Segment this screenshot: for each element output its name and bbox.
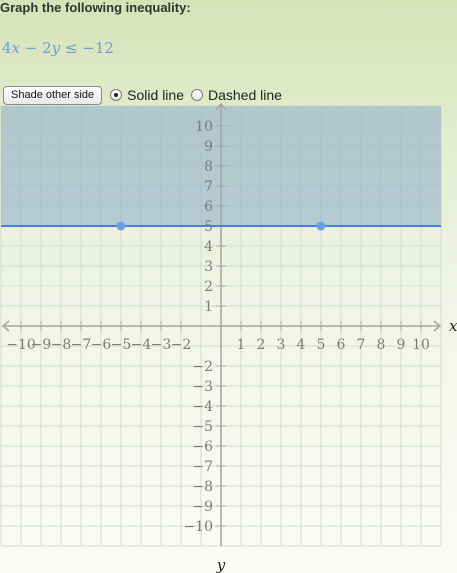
x-tick-label: 3 (277, 337, 286, 353)
variable-x: x (11, 39, 21, 57)
x-tick-label: −3 (151, 337, 172, 353)
x-tick-label: 5 (317, 337, 326, 353)
y-tick-label: 9 (204, 139, 213, 155)
x-tick-label: −7 (71, 337, 92, 353)
dashed-line-label: Dashed line (208, 87, 282, 103)
y-tick-label: 7 (204, 179, 213, 195)
variable-y: y (51, 39, 61, 57)
y-axis-arrow-up (215, 102, 227, 111)
y-tick-label: −2 (192, 359, 213, 375)
x-tick-label: −6 (91, 337, 112, 353)
operator-relation: ≤ (60, 39, 83, 57)
x-tick-label: −5 (111, 337, 132, 353)
x-tick-label: 1 (237, 337, 246, 353)
operator-minus: − (20, 39, 43, 57)
coefficient-x: 4 (2, 39, 12, 57)
dashed-line-radio[interactable] (191, 89, 203, 101)
y-tick-label: −4 (192, 399, 213, 415)
x-tick-label: −4 (131, 337, 152, 353)
solid-line-label: Solid line (127, 87, 184, 103)
coefficient-y: 2 (42, 39, 52, 57)
y-tick-label: 4 (204, 239, 213, 255)
y-tick-label: 2 (204, 279, 213, 295)
y-tick-label: 6 (204, 199, 213, 215)
y-tick-label: −3 (192, 379, 213, 395)
x-tick-label: 9 (397, 337, 406, 353)
prompt-heading: Graph the following inequality: (0, 0, 191, 15)
x-tick-label: −2 (171, 337, 192, 353)
x-tick-label: 10 (412, 337, 430, 353)
y-tick-label: 8 (204, 159, 213, 175)
solid-line-radio[interactable] (110, 89, 123, 101)
y-tick-label: −6 (192, 439, 213, 455)
y-tick-label: 1 (204, 299, 213, 315)
y-tick-label: −7 (192, 459, 213, 475)
y-tick-label: −10 (183, 519, 213, 535)
shade-other-side-button[interactable]: Shade other side (3, 85, 103, 105)
x-tick-label: 4 (297, 337, 306, 353)
solid-line-option[interactable]: Solid line (110, 87, 184, 103)
y-tick-label: −5 (192, 419, 213, 435)
right-hand-side: −12 (82, 39, 114, 57)
x-axis-arrow-left (1, 320, 10, 332)
y-tick-label: −9 (192, 499, 213, 515)
x-tick-label: −8 (51, 337, 72, 353)
x-axis-label: x (449, 317, 457, 335)
y-tick-label: 3 (204, 259, 213, 275)
x-tick-label: 2 (257, 337, 266, 353)
x-tick-label: 7 (357, 337, 366, 353)
dashed-line-option[interactable]: Dashed line (191, 87, 282, 103)
x-tick-label: −10 (6, 337, 36, 353)
x-axis-arrow-right (433, 320, 442, 332)
y-tick-label: −8 (192, 479, 213, 495)
inequality-expression: 4x − 2y ≤ −12 (2, 39, 114, 57)
control-point[interactable] (116, 221, 126, 231)
x-tick-label: −9 (31, 337, 52, 353)
y-tick-label: 10 (195, 119, 213, 135)
x-tick-label: 6 (337, 337, 346, 353)
x-tick-label: 8 (377, 337, 386, 353)
line-controls: Shade other side Solid line Dashed line (3, 85, 282, 105)
y-axis-label: y (216, 556, 226, 573)
control-point[interactable] (316, 221, 326, 231)
